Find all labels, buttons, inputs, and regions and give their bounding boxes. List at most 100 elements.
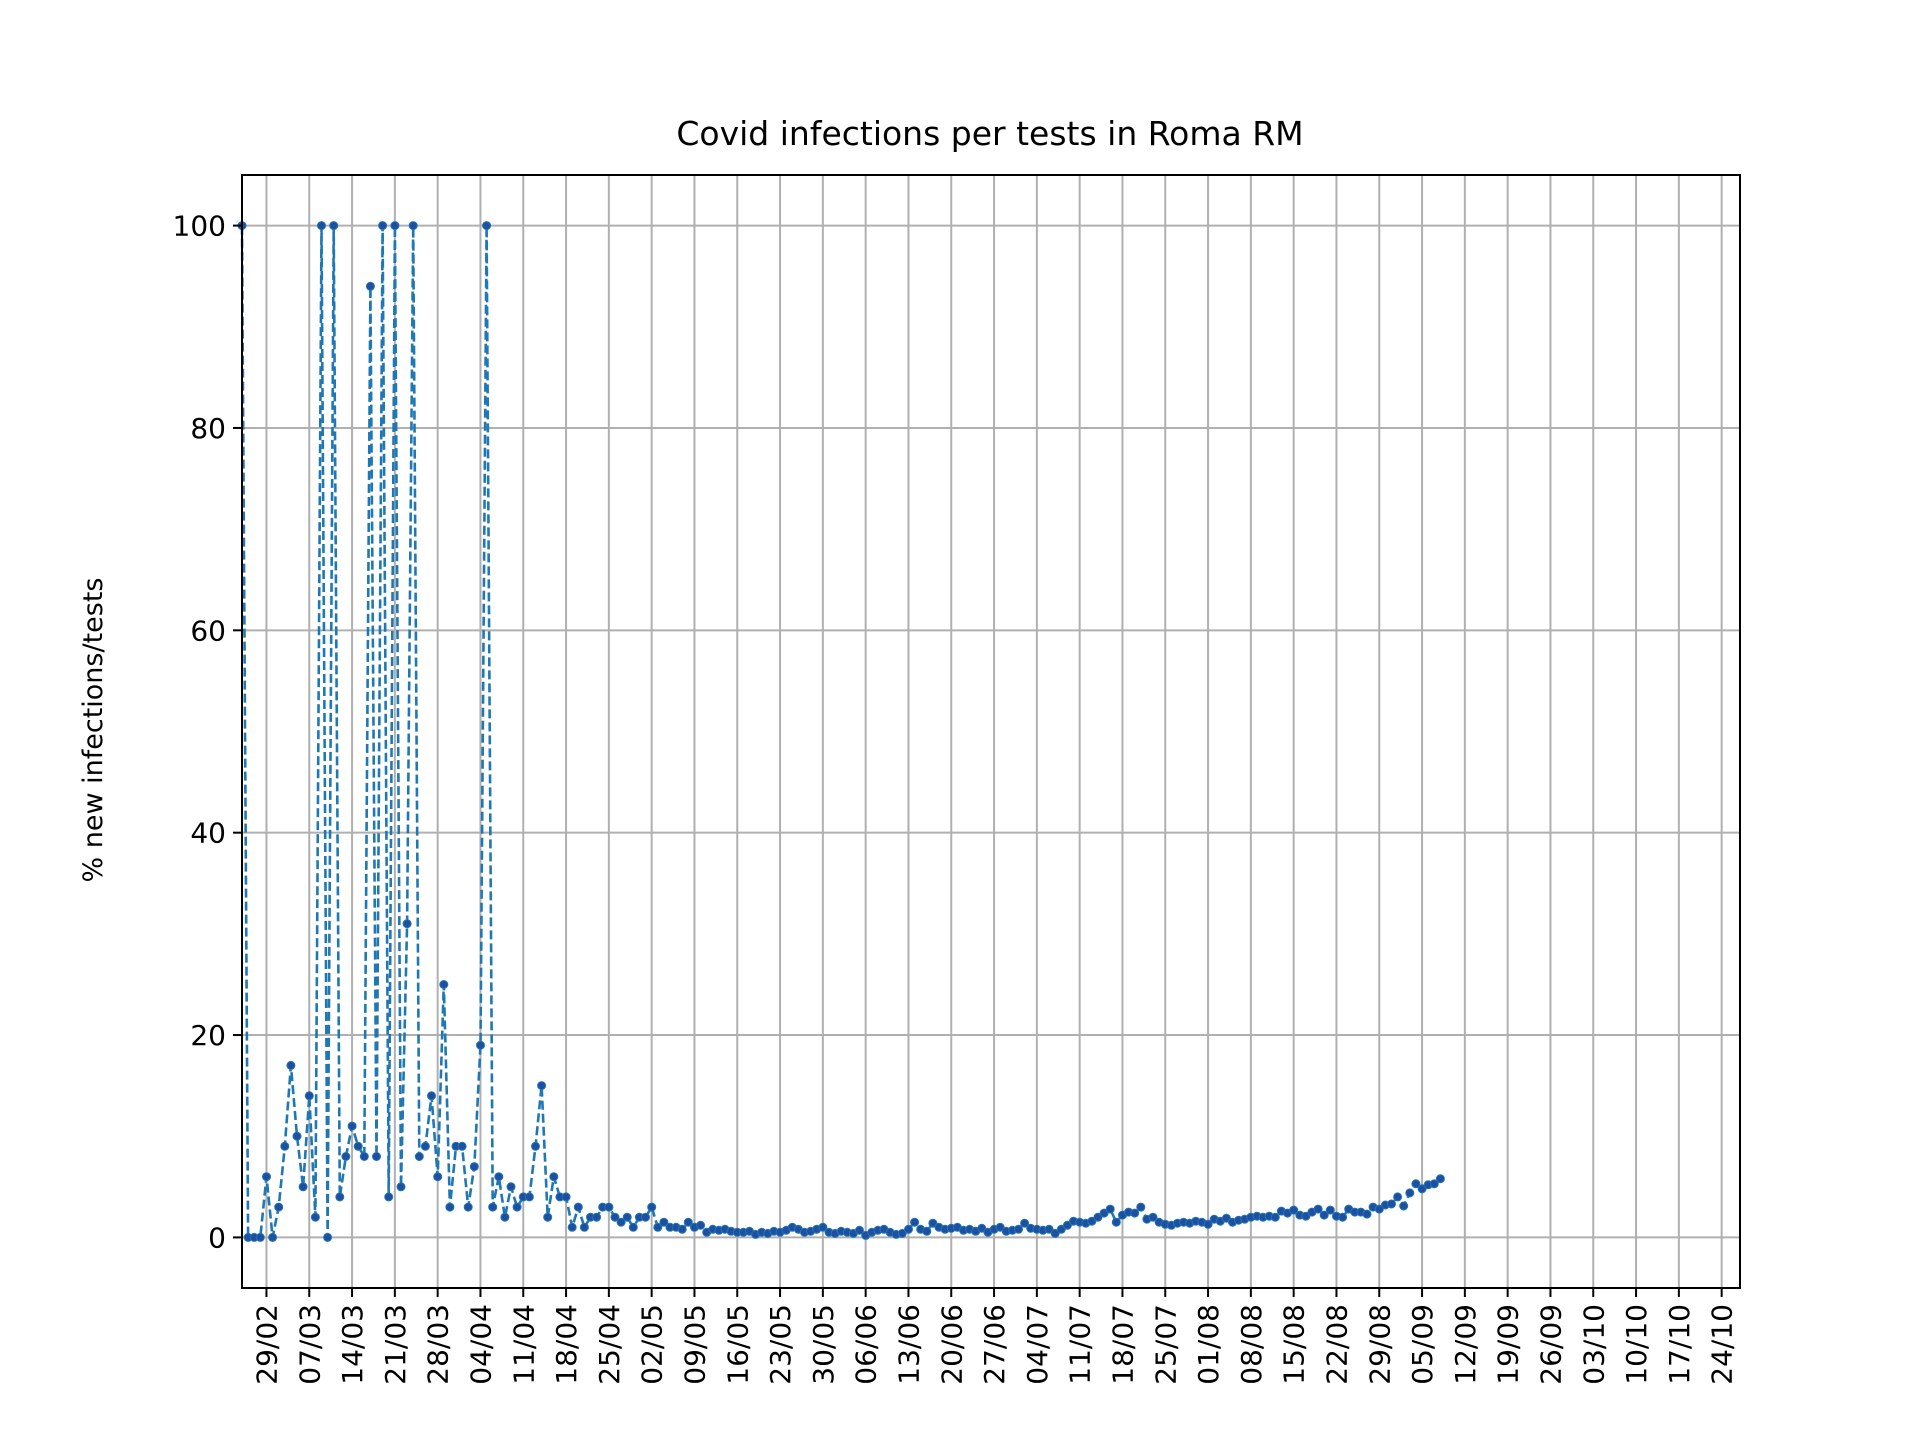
data-point [1411, 1179, 1421, 1189]
data-point [292, 1131, 302, 1141]
data-point [274, 1202, 284, 1212]
data-point [1313, 1204, 1323, 1214]
data-point [537, 1081, 547, 1091]
x-tick-label: 17/10 [1663, 1304, 1696, 1385]
y-axis-label: % new infections/tests [78, 577, 109, 882]
data-point [1099, 1208, 1109, 1218]
x-tick-label: 13/06 [892, 1304, 925, 1385]
x-tick-label: 06/06 [850, 1304, 883, 1385]
data-point [500, 1212, 510, 1222]
y-tick-label: 100 [173, 210, 226, 243]
data-point [910, 1217, 920, 1227]
data-point [310, 1212, 320, 1222]
data-point [384, 1192, 394, 1202]
x-tick-label: 23/05 [764, 1304, 797, 1385]
data-point [1111, 1217, 1121, 1227]
data-point [1148, 1212, 1158, 1222]
data-point [329, 221, 339, 231]
data-point [488, 1202, 498, 1212]
data-point [433, 1172, 443, 1182]
x-tick-label: 27/06 [978, 1304, 1011, 1385]
x-tick-label: 25/04 [593, 1304, 626, 1385]
data-point [323, 1232, 333, 1242]
data-point [1093, 1212, 1103, 1222]
data-point [298, 1182, 308, 1192]
data-point [610, 1212, 620, 1222]
data-point [402, 919, 412, 929]
data-point [1289, 1205, 1299, 1215]
x-tick-label: 20/06 [935, 1304, 968, 1385]
data-point [372, 1152, 381, 1161]
data-point [653, 1222, 663, 1232]
data-point [1405, 1188, 1415, 1198]
y-tick-label: 20 [190, 1019, 226, 1052]
data-point [304, 1091, 314, 1101]
x-tick-label: 02/05 [636, 1304, 669, 1385]
x-tick-label: 11/04 [507, 1304, 540, 1385]
data-point [524, 1192, 534, 1202]
data-point [855, 1225, 864, 1235]
data-point [255, 1232, 265, 1242]
data-point [1062, 1220, 1072, 1230]
x-tick-label: 18/04 [550, 1304, 583, 1385]
data-point [897, 1228, 907, 1238]
data-point [977, 1223, 987, 1233]
series-infection-rate [237, 221, 1445, 1242]
y-tick-label: 0 [208, 1221, 226, 1254]
data-point [683, 1217, 693, 1227]
data-point [390, 221, 400, 231]
data-point [414, 1152, 424, 1161]
data-point [641, 1212, 650, 1222]
data-point [1301, 1211, 1311, 1221]
x-tick-label: 15/08 [1278, 1304, 1311, 1385]
data-point [280, 1141, 290, 1151]
data-point [1387, 1199, 1396, 1209]
x-tick-label: 10/10 [1620, 1304, 1653, 1385]
data-point [1044, 1224, 1054, 1234]
x-tick-label: 19/09 [1492, 1304, 1525, 1385]
data-point [1020, 1218, 1030, 1228]
data-point [549, 1172, 559, 1182]
data-point [476, 1040, 485, 1050]
x-tick-label: 28/03 [422, 1304, 455, 1385]
x-tick-label: 07/03 [293, 1304, 326, 1385]
axis-ticks: 0 20 40 60 80 100 29/02 07/03 14/03 21/03 28/03 04/… [173, 210, 1739, 1385]
x-tick-label: 11/07 [1064, 1304, 1097, 1385]
data-point [1203, 1219, 1213, 1229]
data-point [696, 1220, 706, 1230]
x-tick-label: 08/08 [1235, 1304, 1268, 1385]
data-point [1338, 1212, 1348, 1222]
y-tick-label: 80 [190, 412, 226, 445]
data-point [427, 1091, 436, 1101]
data-point [1050, 1228, 1060, 1238]
data-point [659, 1217, 669, 1227]
data-point [1014, 1224, 1023, 1234]
data-point [573, 1202, 583, 1212]
data-point [506, 1182, 516, 1192]
x-tick-label: 25/07 [1149, 1304, 1182, 1385]
plot-area-frame [241, 174, 1741, 1289]
data-point [604, 1202, 614, 1212]
x-tick-label: 04/07 [1021, 1304, 1054, 1385]
data-point [1435, 1174, 1445, 1184]
x-tick-label: 12/09 [1449, 1304, 1482, 1385]
data-point [365, 281, 375, 291]
data-point [1270, 1212, 1280, 1222]
y-tick-label: 60 [190, 614, 226, 647]
data-point [1130, 1208, 1140, 1218]
x-tick-label: 01/08 [1192, 1304, 1225, 1385]
x-tick-label: 24/10 [1706, 1304, 1739, 1385]
data-point [286, 1060, 296, 1070]
data-point [359, 1152, 369, 1161]
data-point [457, 1141, 467, 1151]
data-point [616, 1217, 626, 1227]
data-point [922, 1226, 932, 1236]
data-point [1429, 1179, 1439, 1189]
data-point [317, 221, 326, 231]
chart-title: Covid infections per tests in Roma RM [676, 114, 1303, 153]
data-point [818, 1222, 828, 1232]
y-tick-label: 40 [190, 817, 226, 850]
x-tick-label: 05/09 [1406, 1304, 1439, 1385]
